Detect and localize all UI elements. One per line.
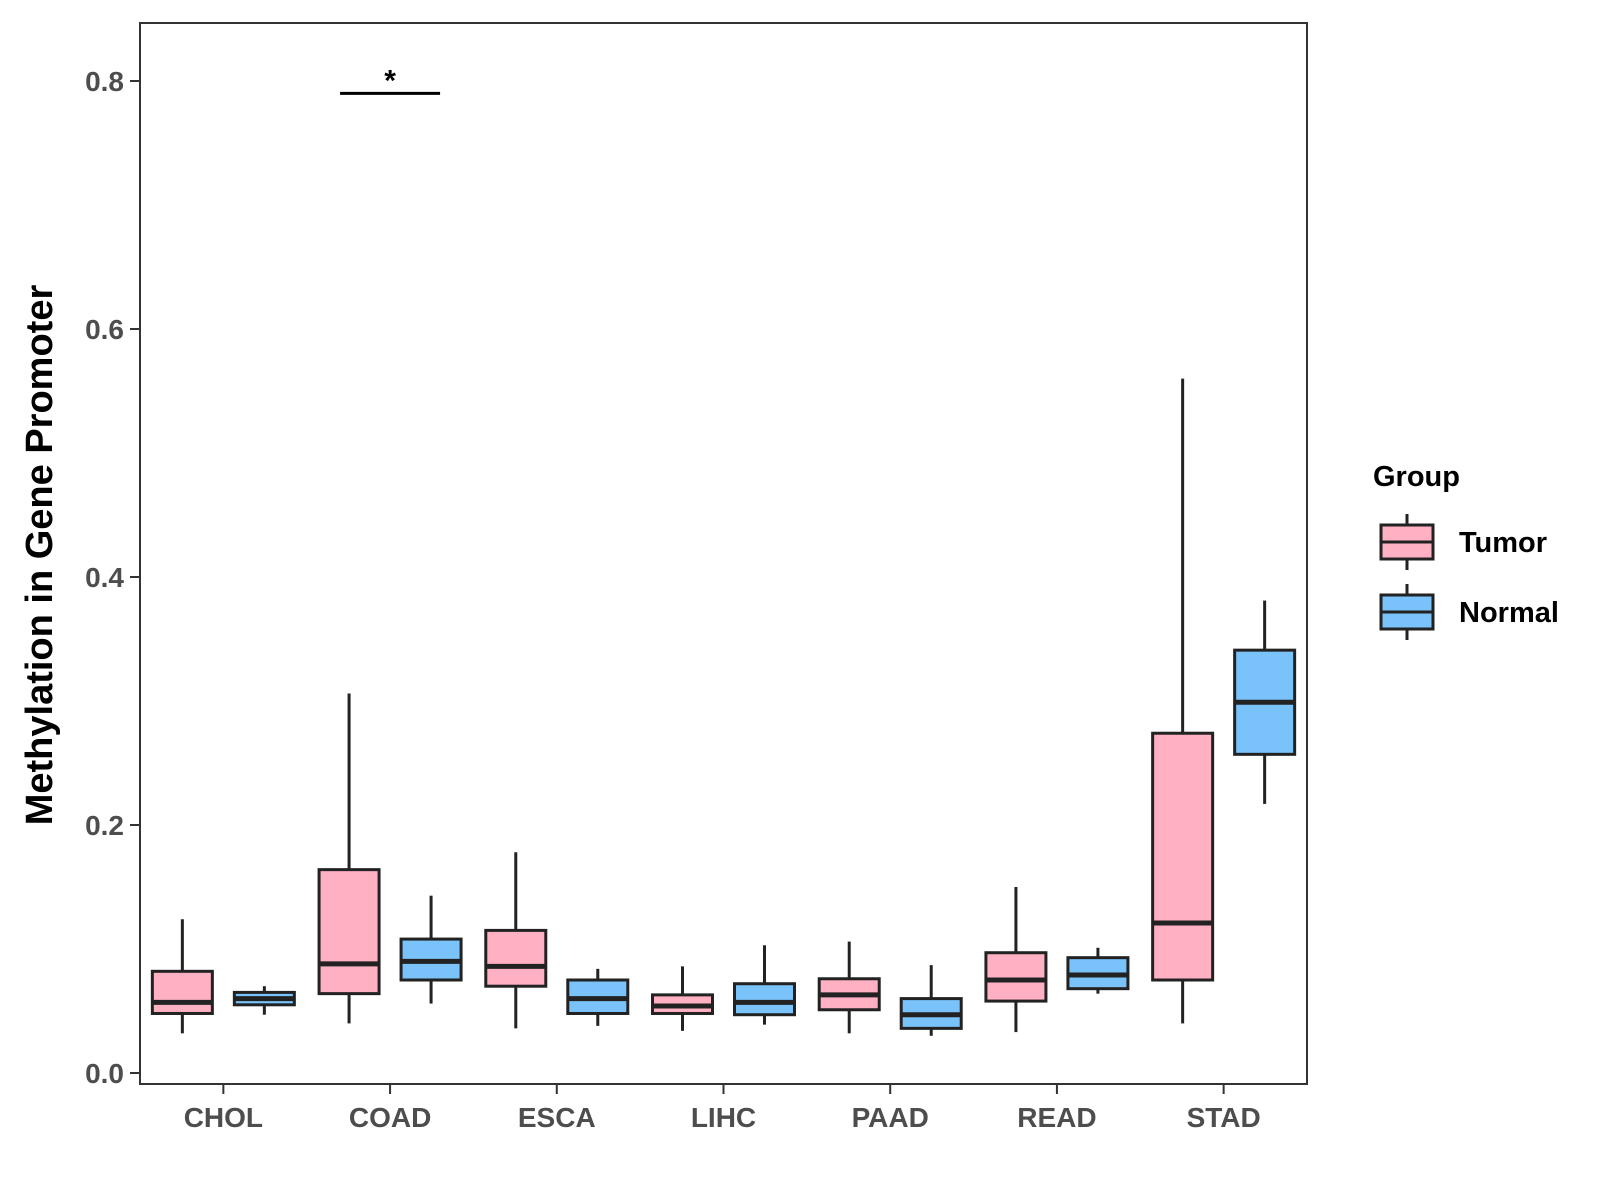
box-normal-read — [1066, 947, 1130, 994]
box-body — [317, 868, 381, 996]
box-tumor-chol — [150, 919, 214, 1034]
box-normal-esca — [566, 968, 630, 1026]
box-body — [150, 969, 214, 1015]
y-tick-label: 0.6 — [85, 314, 124, 345]
y-tick-label: 0.0 — [85, 1058, 124, 1089]
box-normal-stad — [1233, 600, 1297, 804]
box-tumor-read — [984, 887, 1048, 1033]
plot-area: * — [150, 64, 1297, 1036]
x-tick-label: PAAD — [852, 1102, 929, 1133]
legend-label: Normal — [1459, 597, 1559, 629]
box-tumor-lihc — [651, 966, 714, 1031]
legend-entry-normal: Normal — [1379, 584, 1559, 640]
box-normal-lihc — [733, 945, 796, 1025]
box-normal-chol — [232, 986, 296, 1015]
y-tick-label: 0.8 — [85, 66, 124, 97]
y-axis-title: Methylation in Gene Promoter — [19, 285, 61, 826]
x-tick-label: CHOL — [184, 1102, 263, 1133]
x-tick-label: READ — [1017, 1102, 1096, 1133]
box-normal-paad — [899, 965, 963, 1036]
box-body — [733, 982, 796, 1017]
x-tick-label: ESCA — [518, 1102, 596, 1133]
box-tumor-coad — [317, 693, 381, 1024]
axes: 0.0 0.2 0.4 0.6 0.8 CHOL COAD ESCA LIHC PAAD READ S… — [85, 22, 1308, 1133]
y-tick-label: 0.4 — [85, 562, 124, 593]
y-tick-label: 0.2 — [85, 810, 124, 841]
box-normal-coad — [399, 895, 463, 1004]
box-body — [984, 951, 1048, 1003]
box-tumor-esca — [484, 852, 548, 1029]
box-body — [1151, 731, 1215, 982]
legend-title: Group — [1373, 461, 1460, 493]
box-tumor-stad — [1151, 378, 1215, 1024]
legend: Group Tumor Normal — [1373, 461, 1559, 640]
x-tick-label: LIHC — [691, 1102, 756, 1133]
legend-entry-tumor: Tumor — [1379, 514, 1547, 570]
box-body — [484, 928, 548, 988]
legend-label: Tumor — [1459, 527, 1547, 559]
box-tumor-paad — [817, 941, 881, 1034]
significance-marker: * — [384, 64, 396, 97]
x-tick-label: STAD — [1187, 1102, 1261, 1133]
x-tick-label: COAD — [349, 1102, 431, 1133]
